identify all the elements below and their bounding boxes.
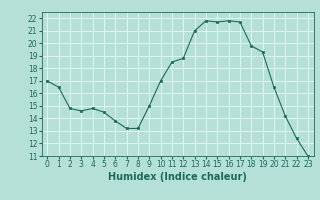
X-axis label: Humidex (Indice chaleur): Humidex (Indice chaleur) — [108, 172, 247, 182]
